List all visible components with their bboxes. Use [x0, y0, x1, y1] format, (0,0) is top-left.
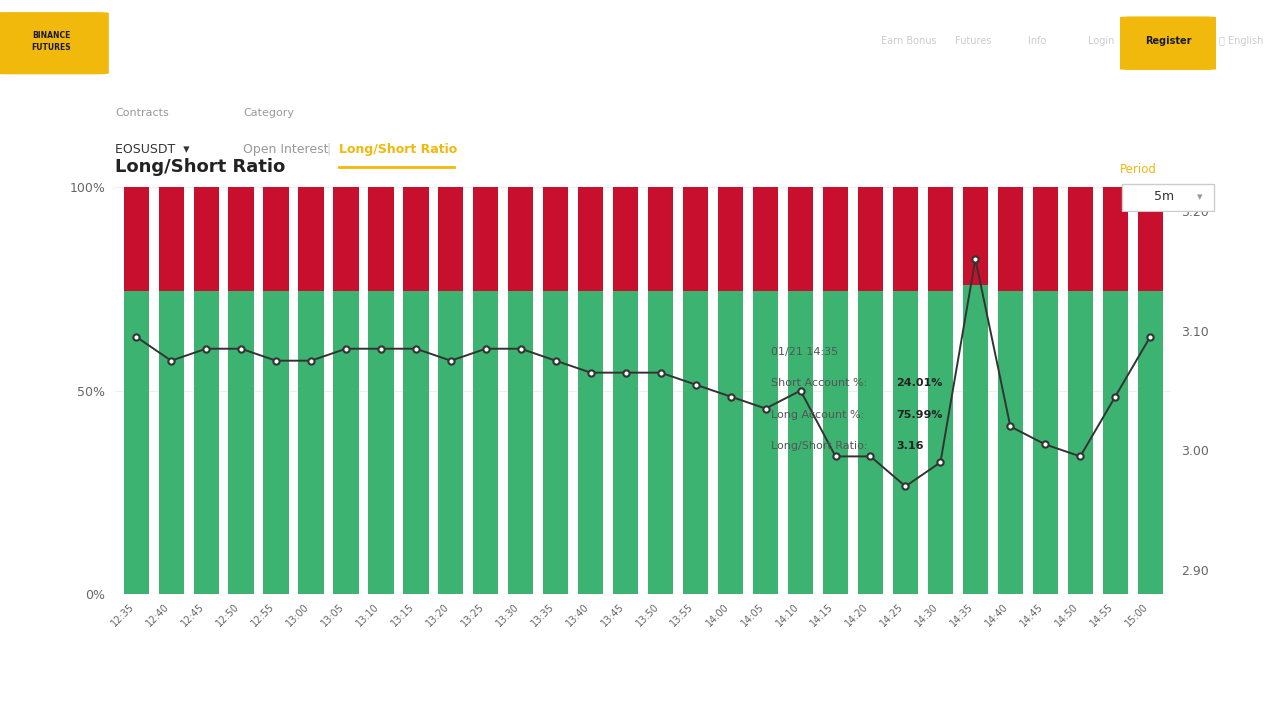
- Text: Short Account %:: Short Account %:: [771, 379, 867, 388]
- Bar: [438, 187, 463, 291]
- Bar: [508, 291, 534, 594]
- Bar: [823, 187, 849, 291]
- Bar: [159, 187, 184, 291]
- Bar: [893, 187, 918, 291]
- Bar: [543, 291, 568, 594]
- Text: Long/Short Ratio: Long/Short Ratio: [115, 158, 285, 176]
- Text: Category: Category: [243, 108, 294, 118]
- Bar: [753, 291, 778, 594]
- Text: 75.99%: 75.99%: [896, 410, 942, 420]
- Bar: [998, 187, 1023, 291]
- Text: 24.01%: 24.01%: [896, 379, 942, 388]
- Bar: [684, 187, 708, 291]
- Text: Long/Short Ratio:: Long/Short Ratio:: [771, 441, 867, 451]
- Text: EOSUSDT  ▾: EOSUSDT ▾: [115, 143, 189, 156]
- Bar: [1102, 187, 1128, 291]
- Bar: [229, 291, 253, 594]
- Text: Login: Login: [1088, 37, 1114, 47]
- FancyBboxPatch shape: [0, 12, 109, 74]
- Bar: [963, 187, 988, 285]
- Text: Futures: Futures: [955, 37, 991, 47]
- Bar: [648, 291, 673, 594]
- FancyBboxPatch shape: [1120, 17, 1216, 70]
- Bar: [788, 291, 813, 594]
- Text: Contracts: Contracts: [115, 108, 169, 118]
- Bar: [718, 187, 744, 291]
- Text: |: |: [326, 143, 330, 156]
- Bar: [369, 187, 393, 291]
- Text: Long/Short Ratio: Long/Short Ratio: [339, 143, 457, 156]
- Text: ▾: ▾: [1197, 192, 1202, 202]
- Bar: [648, 187, 673, 291]
- Bar: [753, 187, 778, 291]
- Bar: [193, 291, 219, 594]
- Bar: [1102, 291, 1128, 594]
- Bar: [858, 187, 883, 291]
- Bar: [403, 291, 429, 594]
- Bar: [579, 291, 603, 594]
- Bar: [823, 291, 849, 594]
- Bar: [613, 187, 639, 291]
- Bar: [543, 187, 568, 291]
- Bar: [613, 291, 639, 594]
- Text: 01/21 14:35: 01/21 14:35: [771, 347, 837, 357]
- Bar: [229, 187, 253, 291]
- Bar: [298, 187, 324, 291]
- Bar: [963, 285, 988, 594]
- Bar: [264, 187, 288, 291]
- Bar: [403, 187, 429, 291]
- Bar: [928, 187, 954, 291]
- Text: Earn Bonus: Earn Bonus: [881, 37, 937, 47]
- Bar: [684, 291, 708, 594]
- Bar: [893, 291, 918, 594]
- Bar: [788, 187, 813, 291]
- Text: 🌐 English: 🌐 English: [1220, 37, 1263, 47]
- Bar: [264, 291, 288, 594]
- Text: Period: Period: [1120, 163, 1157, 176]
- Text: BINANCE
FUTURES: BINANCE FUTURES: [32, 32, 70, 52]
- Bar: [508, 187, 534, 291]
- Bar: [998, 291, 1023, 594]
- Bar: [1033, 187, 1057, 291]
- Bar: [1138, 291, 1162, 594]
- Text: 5m: 5m: [1153, 190, 1174, 203]
- Bar: [298, 291, 324, 594]
- Text: Info: Info: [1028, 37, 1046, 47]
- Bar: [1033, 291, 1057, 594]
- Text: Register: Register: [1144, 37, 1192, 47]
- Bar: [928, 291, 954, 594]
- Bar: [124, 291, 148, 594]
- Bar: [369, 291, 393, 594]
- Bar: [333, 187, 358, 291]
- Bar: [1068, 187, 1093, 291]
- Text: Long Account %:: Long Account %:: [771, 410, 864, 420]
- Bar: [474, 187, 498, 291]
- Bar: [438, 291, 463, 594]
- Bar: [1138, 187, 1162, 291]
- Bar: [474, 291, 498, 594]
- Bar: [1068, 291, 1093, 594]
- Bar: [579, 187, 603, 291]
- Text: Open Interest: Open Interest: [243, 143, 329, 156]
- Bar: [124, 187, 148, 291]
- Bar: [858, 291, 883, 594]
- Bar: [159, 291, 184, 594]
- Text: 3.16: 3.16: [896, 441, 923, 451]
- Bar: [333, 291, 358, 594]
- Bar: [193, 187, 219, 291]
- FancyBboxPatch shape: [1121, 184, 1213, 211]
- Bar: [718, 291, 744, 594]
